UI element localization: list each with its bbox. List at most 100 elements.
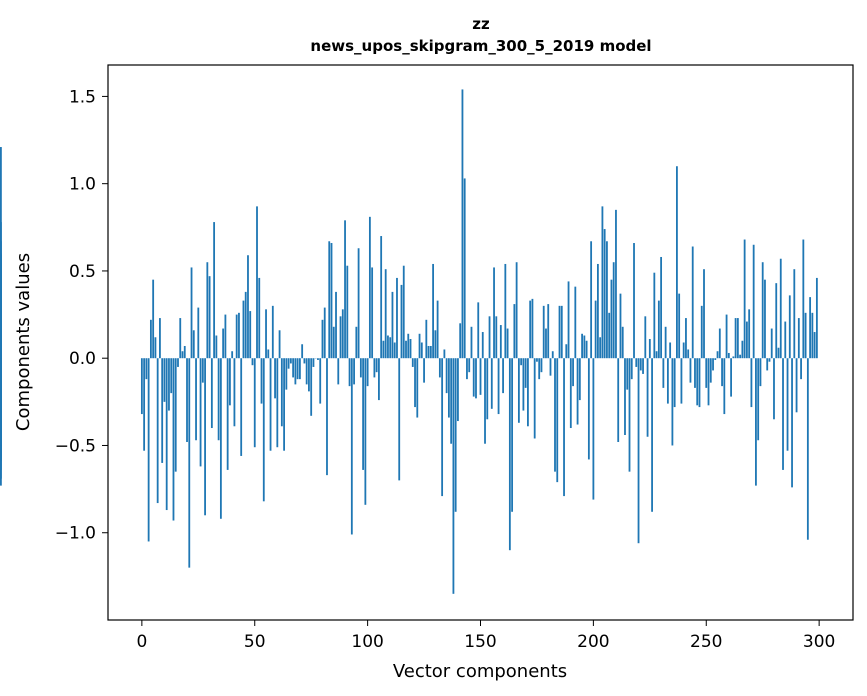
bar xyxy=(267,349,270,359)
plot-frame xyxy=(107,64,854,621)
y-axis-ticks: −1.0 −0.5 0.0 0.5 1.0 1.5 xyxy=(55,87,108,544)
bar xyxy=(578,358,581,401)
bar xyxy=(752,244,755,359)
bar xyxy=(409,339,412,359)
bar xyxy=(576,358,579,425)
bar xyxy=(240,358,243,456)
bar xyxy=(339,316,342,359)
bar xyxy=(247,255,249,359)
x-tick-label: 50 xyxy=(244,632,266,652)
bar xyxy=(156,358,159,504)
bar xyxy=(635,358,638,367)
bar xyxy=(633,243,635,359)
bar xyxy=(457,358,459,422)
bar xyxy=(332,326,335,359)
bar xyxy=(662,358,665,388)
bar xyxy=(319,358,322,404)
bar xyxy=(312,358,315,367)
bar xyxy=(784,321,787,359)
bar xyxy=(529,300,532,359)
bar xyxy=(461,89,464,359)
bar xyxy=(265,309,267,359)
bar xyxy=(432,263,434,359)
x-tick-label: 300 xyxy=(803,632,835,652)
bar xyxy=(755,358,757,486)
bar xyxy=(224,314,227,359)
bar xyxy=(258,277,261,359)
bar xyxy=(694,358,696,388)
bar xyxy=(296,358,299,380)
bar xyxy=(666,358,669,404)
bar xyxy=(283,358,285,451)
bar xyxy=(308,358,310,392)
bar xyxy=(727,352,730,359)
bar xyxy=(405,340,407,359)
bar xyxy=(317,358,319,360)
bar xyxy=(479,358,482,395)
bar xyxy=(743,239,746,359)
bar xyxy=(274,358,276,399)
bar xyxy=(244,291,247,359)
bar xyxy=(513,304,516,359)
bar xyxy=(170,358,173,394)
bar xyxy=(301,344,304,359)
bar xyxy=(280,358,283,427)
bar xyxy=(375,358,378,373)
y-axis-label: Components values xyxy=(13,253,34,431)
bar xyxy=(452,358,455,594)
bar xyxy=(378,358,380,401)
bar xyxy=(373,358,376,378)
bar xyxy=(423,358,425,383)
bar-series xyxy=(0,89,818,594)
bar xyxy=(795,358,798,413)
bar xyxy=(587,358,590,460)
bar xyxy=(287,358,290,369)
bar xyxy=(556,358,559,483)
bar xyxy=(368,216,371,359)
bar xyxy=(393,342,396,359)
bar xyxy=(764,279,766,359)
bar xyxy=(714,358,717,360)
bar xyxy=(730,358,732,397)
bar xyxy=(499,325,502,359)
bar xyxy=(429,345,432,359)
bar xyxy=(596,263,599,359)
bar xyxy=(527,358,529,427)
bar xyxy=(549,358,552,376)
bar xyxy=(517,358,520,423)
bar xyxy=(567,281,570,359)
bar xyxy=(768,358,771,362)
bar xyxy=(256,206,258,359)
bar xyxy=(387,335,389,359)
bar xyxy=(294,358,297,385)
y-tick-label: 0.5 xyxy=(69,262,96,282)
bar xyxy=(639,358,642,371)
bar xyxy=(565,344,568,359)
bar xyxy=(447,358,450,418)
x-tick-label: 0 xyxy=(136,632,147,652)
bar xyxy=(143,358,146,451)
bar xyxy=(0,358,2,369)
bar xyxy=(186,358,188,442)
bar xyxy=(389,337,392,359)
x-tick-label: 250 xyxy=(690,632,722,652)
bar xyxy=(276,358,279,448)
bar xyxy=(493,267,495,359)
bar xyxy=(199,358,202,467)
bar xyxy=(709,358,712,383)
bar xyxy=(809,297,812,359)
bar xyxy=(355,326,358,359)
bar xyxy=(192,330,195,359)
bar xyxy=(700,305,703,359)
bar xyxy=(450,358,453,444)
bar xyxy=(617,358,620,442)
bar xyxy=(174,358,177,472)
bar xyxy=(463,178,466,359)
bar xyxy=(231,351,234,359)
bar xyxy=(626,358,629,390)
x-axis-ticks: 0 50 100 150 200 250 300 xyxy=(136,620,835,652)
bar xyxy=(323,307,326,359)
bar xyxy=(350,358,353,535)
bar xyxy=(782,358,784,470)
bar xyxy=(382,340,385,359)
